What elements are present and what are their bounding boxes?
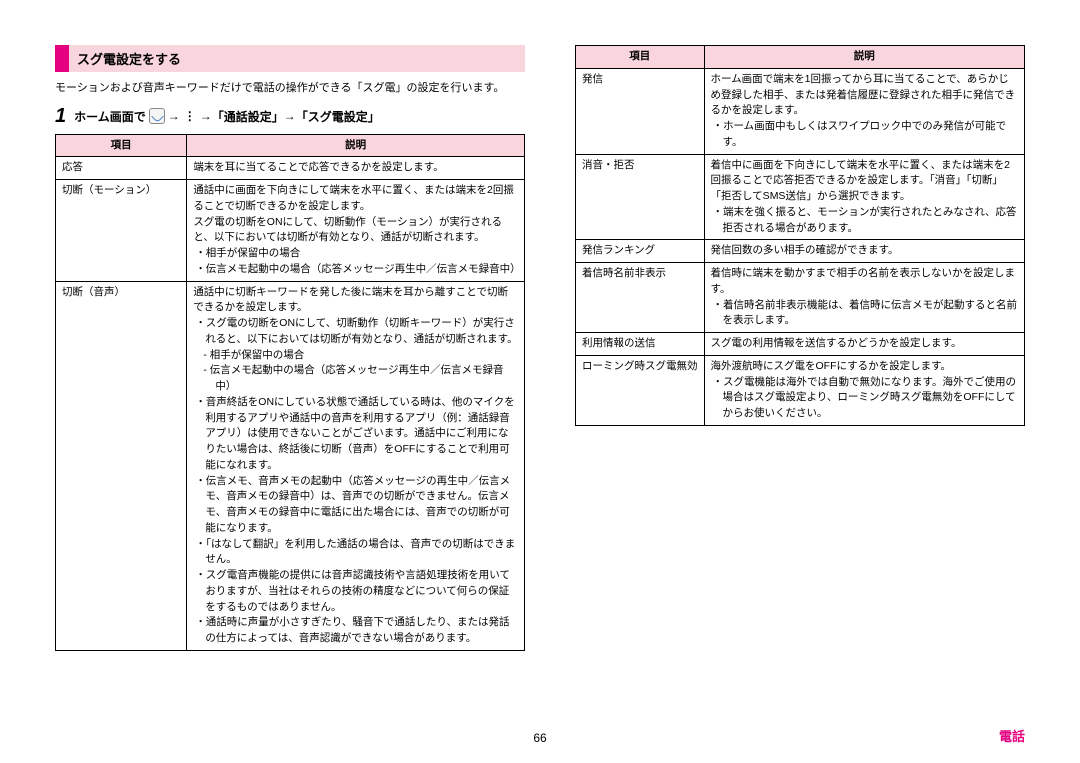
th-desc: 説明	[187, 134, 525, 157]
right-column: 項目 説明 発信ホーム画面で端末を1回振ってから耳に当てることで、あらかじめ登録…	[575, 45, 1025, 651]
table-row: 切断（モーション）通話中に画面を下向きにして端末を水平に置く、または端末を2回振…	[56, 180, 525, 282]
step-p2: 「通話設定」	[212, 108, 284, 125]
row-label: ローミング時スグ電無効	[576, 355, 705, 425]
table-row: 発信ホーム画面で端末を1回振ってから耳に当てることで、あらかじめ登録した相手、ま…	[576, 68, 1025, 154]
table-row: 発信ランキング発信回数の多い相手の確認ができます。	[576, 240, 1025, 263]
step-p1: ホーム画面で	[74, 108, 146, 125]
table-row: 消音・拒否着信中に画面を下向きにして端末を水平に置く、または端末を2回振ることで…	[576, 154, 1025, 240]
arrow-icon: →	[284, 109, 296, 123]
arrow-icon: →	[200, 109, 212, 123]
table-row: 切断（音声）通話中に切断キーワードを発した後に端末を耳から離すことで切断できるか…	[56, 281, 525, 650]
table-row: ローミング時スグ電無効海外渡航時にスグ電をOFFにするかを設定します。・スグ電機…	[576, 355, 1025, 425]
row-label: 切断（音声）	[56, 281, 187, 650]
phone-icon	[149, 108, 165, 124]
row-label: 利用情報の送信	[576, 333, 705, 356]
step-number: 1	[55, 105, 66, 128]
row-desc: 着信時に端末を動かすまで相手の名前を表示しないかを設定します。・着信時名前非表示…	[704, 263, 1025, 333]
arrow-icon: →	[168, 109, 180, 123]
row-desc: スグ電の利用情報を送信するかどうかを設定します。	[704, 333, 1025, 356]
row-desc: 発信回数の多い相手の確認ができます。	[704, 240, 1025, 263]
row-desc: 通話中に切断キーワードを発した後に端末を耳から離すことで切断できるかを設定します…	[187, 281, 525, 650]
row-desc: ホーム画面で端末を1回振ってから耳に当てることで、あらかじめ登録した相手、または…	[704, 68, 1025, 154]
step-row: 1 ホーム画面で → ⋮ → 「通話設定」 → 「スグ電設定」	[55, 105, 525, 128]
row-label: 発信ランキング	[576, 240, 705, 263]
row-desc: 着信中に画面を下向きにして端末を水平に置く、または端末を2回振ることで応答拒否で…	[704, 154, 1025, 240]
th-desc: 説明	[704, 46, 1025, 69]
intro-text: モーションおよび音声キーワードだけで電話の操作ができる「スグ電」の設定を行います…	[55, 80, 525, 97]
vertical-dots-icon: ⋮	[182, 109, 198, 123]
row-desc: 端末を耳に当てることで応答できるかを設定します。	[187, 157, 525, 180]
settings-table-left: 項目 説明 応答端末を耳に当てることで応答できるかを設定します。切断（モーション…	[55, 134, 525, 651]
row-label: 着信時名前非表示	[576, 263, 705, 333]
row-desc: 通話中に画面を下向きにして端末を水平に置く、または端末を2回振ることで切断できる…	[187, 180, 525, 282]
table-row: 応答端末を耳に当てることで応答できるかを設定します。	[56, 157, 525, 180]
table-row: 着信時名前非表示着信時に端末を動かすまで相手の名前を表示しないかを設定します。・…	[576, 263, 1025, 333]
row-label: 切断（モーション）	[56, 180, 187, 282]
footer-label: 電話	[999, 726, 1025, 745]
left-column: スグ電設定をする モーションおよび音声キーワードだけで電話の操作ができる「スグ電…	[55, 45, 525, 651]
row-label: 消音・拒否	[576, 154, 705, 240]
settings-table-right: 項目 説明 発信ホーム画面で端末を1回振ってから耳に当てることで、あらかじめ登録…	[575, 45, 1025, 426]
table-row: 利用情報の送信スグ電の利用情報を送信するかどうかを設定します。	[576, 333, 1025, 356]
th-item: 項目	[576, 46, 705, 69]
section-title: スグ電設定をする	[55, 45, 525, 72]
th-item: 項目	[56, 134, 187, 157]
step-p3: 「スグ電設定」	[296, 108, 380, 125]
step-text: ホーム画面で → ⋮ → 「通話設定」 → 「スグ電設定」	[74, 108, 380, 125]
row-desc: 海外渡航時にスグ電をOFFにするかを設定します。・スグ電機能は海外では自動で無効…	[704, 355, 1025, 425]
row-label: 応答	[56, 157, 187, 180]
page-number: 66	[533, 731, 546, 745]
row-label: 発信	[576, 68, 705, 154]
